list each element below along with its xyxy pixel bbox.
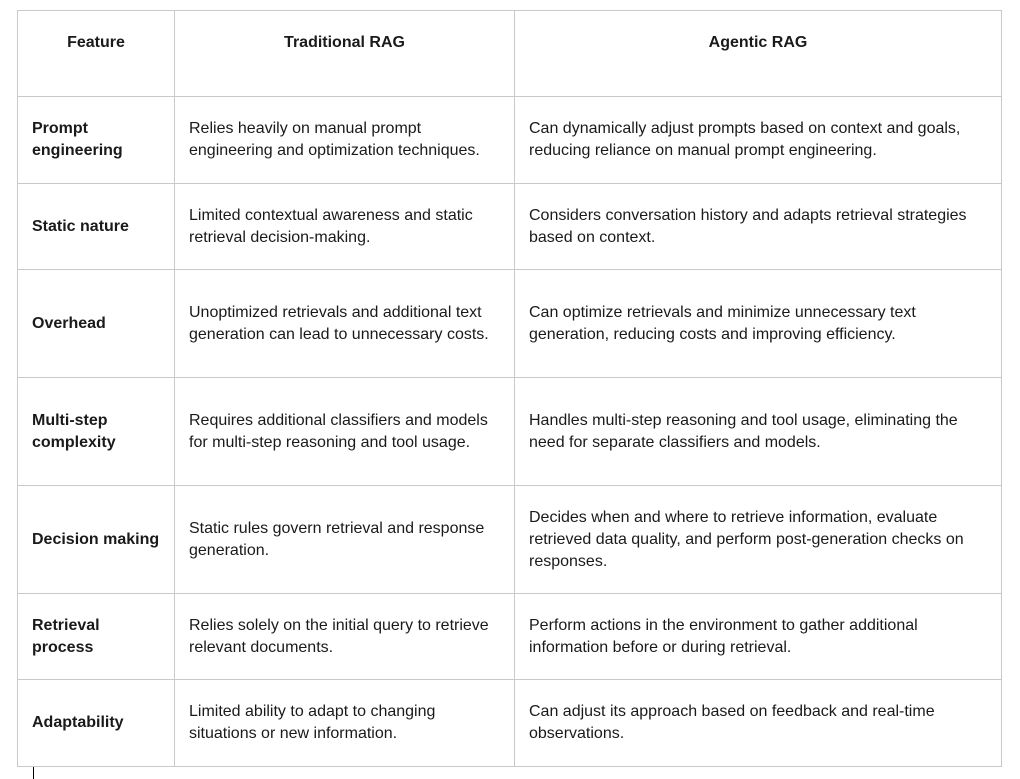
agentic-cell: Can adjust its approach based on feedbac… bbox=[514, 679, 1002, 767]
traditional-cell: Relies heavily on manual prompt engineer… bbox=[174, 96, 515, 184]
header-feature: Feature bbox=[17, 10, 175, 97]
header-row: Feature Traditional RAG Agentic RAG bbox=[17, 10, 1002, 97]
table-row: Static nature Limited contextual awarene… bbox=[17, 183, 1002, 270]
text-cursor bbox=[33, 767, 34, 779]
traditional-cell: Static rules govern retrieval and respon… bbox=[174, 485, 515, 594]
table-row: Adaptability Limited ability to adapt to… bbox=[17, 679, 1002, 767]
comparison-table: Feature Traditional RAG Agentic RAG Prom… bbox=[17, 10, 1002, 767]
traditional-cell: Limited contextual awareness and static … bbox=[174, 183, 515, 270]
agentic-cell: Perform actions in the environment to ga… bbox=[514, 593, 1002, 680]
agentic-cell: Handles multi-step reasoning and tool us… bbox=[514, 377, 1002, 486]
feature-cell: Overhead bbox=[17, 269, 175, 378]
agentic-cell: Decides when and where to retrieve infor… bbox=[514, 485, 1002, 594]
traditional-cell: Relies solely on the initial query to re… bbox=[174, 593, 515, 680]
table-row: Prompt engineering Relies heavily on man… bbox=[17, 96, 1002, 184]
feature-cell: Prompt engineering bbox=[17, 96, 175, 184]
traditional-cell: Requires additional classifiers and mode… bbox=[174, 377, 515, 486]
table-row: Decision making Static rules govern retr… bbox=[17, 485, 1002, 594]
agentic-cell: Considers conversation history and adapt… bbox=[514, 183, 1002, 270]
feature-cell: Multi-step complexity bbox=[17, 377, 175, 486]
header-agentic-rag: Agentic RAG bbox=[514, 10, 1002, 97]
agentic-cell: Can dynamically adjust prompts based on … bbox=[514, 96, 1002, 184]
table-row: Retrieval process Relies solely on the i… bbox=[17, 593, 1002, 680]
header-traditional-rag: Traditional RAG bbox=[174, 10, 515, 97]
feature-cell: Decision making bbox=[17, 485, 175, 594]
table-row: Overhead Unoptimized retrievals and addi… bbox=[17, 269, 1002, 378]
feature-cell: Adaptability bbox=[17, 679, 175, 767]
table-row: Multi-step complexity Requires additiona… bbox=[17, 377, 1002, 486]
traditional-cell: Unoptimized retrievals and additional te… bbox=[174, 269, 515, 378]
traditional-cell: Limited ability to adapt to changing sit… bbox=[174, 679, 515, 767]
feature-cell: Static nature bbox=[17, 183, 175, 270]
agentic-cell: Can optimize retrievals and minimize unn… bbox=[514, 269, 1002, 378]
feature-cell: Retrieval process bbox=[17, 593, 175, 680]
